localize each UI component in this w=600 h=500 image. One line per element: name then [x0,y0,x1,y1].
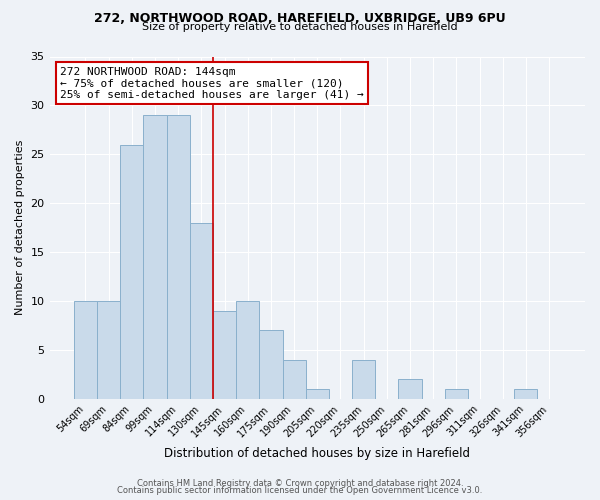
Bar [305,389,329,399]
Text: Contains public sector information licensed under the Open Government Licence v3: Contains public sector information licen… [118,486,482,495]
Bar [514,389,538,399]
Text: 272, NORTHWOOD ROAD, HAREFIELD, UXBRIDGE, UB9 6PU: 272, NORTHWOOD ROAD, HAREFIELD, UXBRIDGE… [94,12,506,26]
Bar [352,360,375,399]
Bar [283,360,305,399]
Text: 272 NORTHWOOD ROAD: 144sqm
← 75% of detached houses are smaller (120)
25% of sem: 272 NORTHWOOD ROAD: 144sqm ← 75% of deta… [60,67,364,100]
Bar [120,144,143,399]
Text: Contains HM Land Registry data © Crown copyright and database right 2024.: Contains HM Land Registry data © Crown c… [137,478,463,488]
Bar [143,115,167,399]
Bar [97,301,120,399]
Bar [445,389,468,399]
Bar [74,301,97,399]
Bar [398,380,422,399]
X-axis label: Distribution of detached houses by size in Harefield: Distribution of detached houses by size … [164,447,470,460]
Text: Size of property relative to detached houses in Harefield: Size of property relative to detached ho… [142,22,458,32]
Bar [213,311,236,399]
Bar [190,223,213,399]
Bar [236,301,259,399]
Bar [259,330,283,399]
Y-axis label: Number of detached properties: Number of detached properties [15,140,25,316]
Bar [167,115,190,399]
